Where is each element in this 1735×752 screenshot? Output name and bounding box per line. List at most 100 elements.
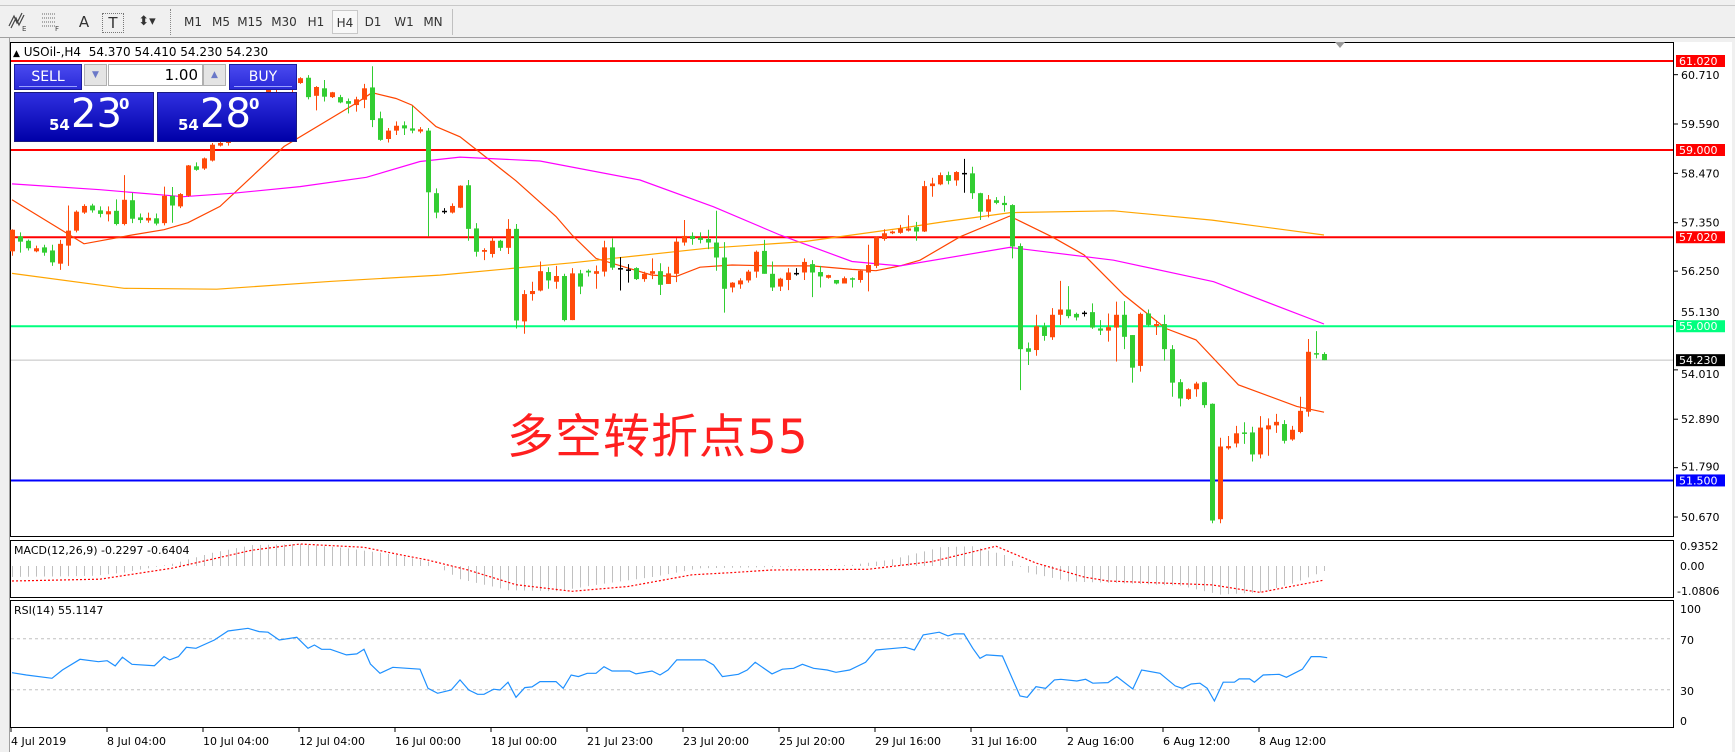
candle-body xyxy=(874,237,879,266)
timeframe-d1[interactable]: D1 xyxy=(364,15,382,29)
timeframe-m30[interactable]: M30 xyxy=(271,15,297,29)
candle-body xyxy=(1202,382,1207,406)
candle-body xyxy=(202,158,207,169)
macd-tick: 0.00 xyxy=(1680,560,1705,573)
candle xyxy=(1226,435,1231,450)
candle xyxy=(1250,426,1255,462)
text-label-icon[interactable]: T xyxy=(102,13,124,33)
sell-price-box[interactable]: 54 23 0 xyxy=(14,91,154,142)
timeframe-m5[interactable]: M5 xyxy=(212,15,230,29)
timeframe-m1[interactable]: M1 xyxy=(184,15,202,29)
svg-text:F: F xyxy=(55,25,59,32)
timeframe-w1[interactable]: W1 xyxy=(394,15,414,29)
candle xyxy=(18,232,23,253)
chart-annotation-text[interactable]: 多空转折点55 xyxy=(507,410,809,465)
candle-body xyxy=(1130,335,1135,368)
candle-body xyxy=(1298,410,1303,432)
fibonacci-icon[interactable]: F xyxy=(38,10,62,34)
elliott-wave-icon[interactable]: E xyxy=(6,10,30,34)
shift-marker-icon[interactable] xyxy=(1335,42,1345,48)
candle-body xyxy=(50,250,55,263)
candle xyxy=(1034,314,1039,356)
candle xyxy=(778,277,783,291)
candle-body xyxy=(474,228,479,252)
candle xyxy=(1098,320,1103,336)
candle xyxy=(1210,403,1215,524)
level-label-bg xyxy=(1676,55,1725,67)
candle-body xyxy=(146,217,151,221)
candle xyxy=(570,268,575,321)
timeframe-m15[interactable]: M15 xyxy=(237,15,263,29)
candle xyxy=(122,175,127,226)
time-label: 10 Jul 04:00 xyxy=(203,735,269,748)
collapse-arrow-icon[interactable]: ▲ xyxy=(13,49,20,59)
candle-body xyxy=(434,193,439,213)
lot-decrease-button[interactable]: ▼ xyxy=(84,64,107,86)
candle xyxy=(986,194,991,218)
candle xyxy=(642,271,647,282)
price-tick-label: 51.790 xyxy=(1681,460,1720,473)
candle xyxy=(818,265,823,288)
candle xyxy=(1282,420,1287,444)
candle xyxy=(594,265,599,289)
candle xyxy=(1050,308,1055,340)
candle xyxy=(930,177,935,197)
candle xyxy=(146,212,151,223)
arrows-dropdown-icon[interactable]: ⬍▾ xyxy=(138,14,156,29)
candle-body xyxy=(1074,313,1079,318)
candle-body xyxy=(690,235,695,240)
candle xyxy=(442,208,447,214)
timeframe-h4[interactable]: H4 xyxy=(332,10,358,34)
timeframe-mn[interactable]: MN xyxy=(423,15,443,29)
candle-body xyxy=(858,270,863,280)
candle-body xyxy=(1002,202,1007,206)
candle-body xyxy=(1274,421,1279,426)
candle-body xyxy=(554,276,559,282)
candle xyxy=(770,261,775,291)
candle xyxy=(1106,313,1111,342)
price-tick-label: 52.890 xyxy=(1681,413,1720,426)
timeframe-h1[interactable]: H1 xyxy=(307,15,325,29)
candle-body xyxy=(1314,353,1319,355)
candle xyxy=(866,244,871,292)
candle-body xyxy=(834,279,839,284)
candle-body xyxy=(458,185,463,208)
candle xyxy=(186,164,191,197)
candle xyxy=(330,91,335,99)
candle-body xyxy=(130,200,135,219)
candle-body xyxy=(602,247,607,272)
text-icon[interactable]: A xyxy=(78,13,90,31)
candle-body xyxy=(1170,349,1175,383)
buy-button[interactable]: BUY xyxy=(229,64,297,90)
candle-body xyxy=(194,166,199,170)
candle xyxy=(1298,396,1303,434)
candle-body xyxy=(946,175,951,181)
moving-average-slow xyxy=(11,210,1325,290)
current-price-label: 54.230 xyxy=(1679,354,1718,367)
candle-body xyxy=(1234,433,1239,444)
candle-body xyxy=(522,294,527,322)
candle xyxy=(66,205,71,266)
sell-button[interactable]: SELL xyxy=(14,64,82,90)
candle-body xyxy=(618,268,623,270)
candle xyxy=(1290,425,1295,441)
lot-increase-button[interactable]: ▲ xyxy=(203,64,226,86)
toolbar-separator xyxy=(452,9,453,35)
candle-body xyxy=(1242,432,1247,434)
candle-body xyxy=(394,125,399,131)
candle-body xyxy=(994,200,999,203)
candle-body xyxy=(514,228,519,321)
candle xyxy=(850,277,855,288)
buy-price-box[interactable]: 54 28 0 xyxy=(157,91,297,142)
sell-label: SELL xyxy=(31,69,65,85)
candle-body xyxy=(1306,351,1311,412)
lot-size-input[interactable]: 1.00 xyxy=(108,64,203,86)
candle xyxy=(130,192,135,224)
candle xyxy=(858,269,863,283)
candle xyxy=(898,224,903,234)
candle xyxy=(90,203,95,213)
candle xyxy=(1130,335,1135,383)
candle xyxy=(754,250,759,278)
candle xyxy=(1082,310,1087,317)
candle-body xyxy=(722,257,727,289)
